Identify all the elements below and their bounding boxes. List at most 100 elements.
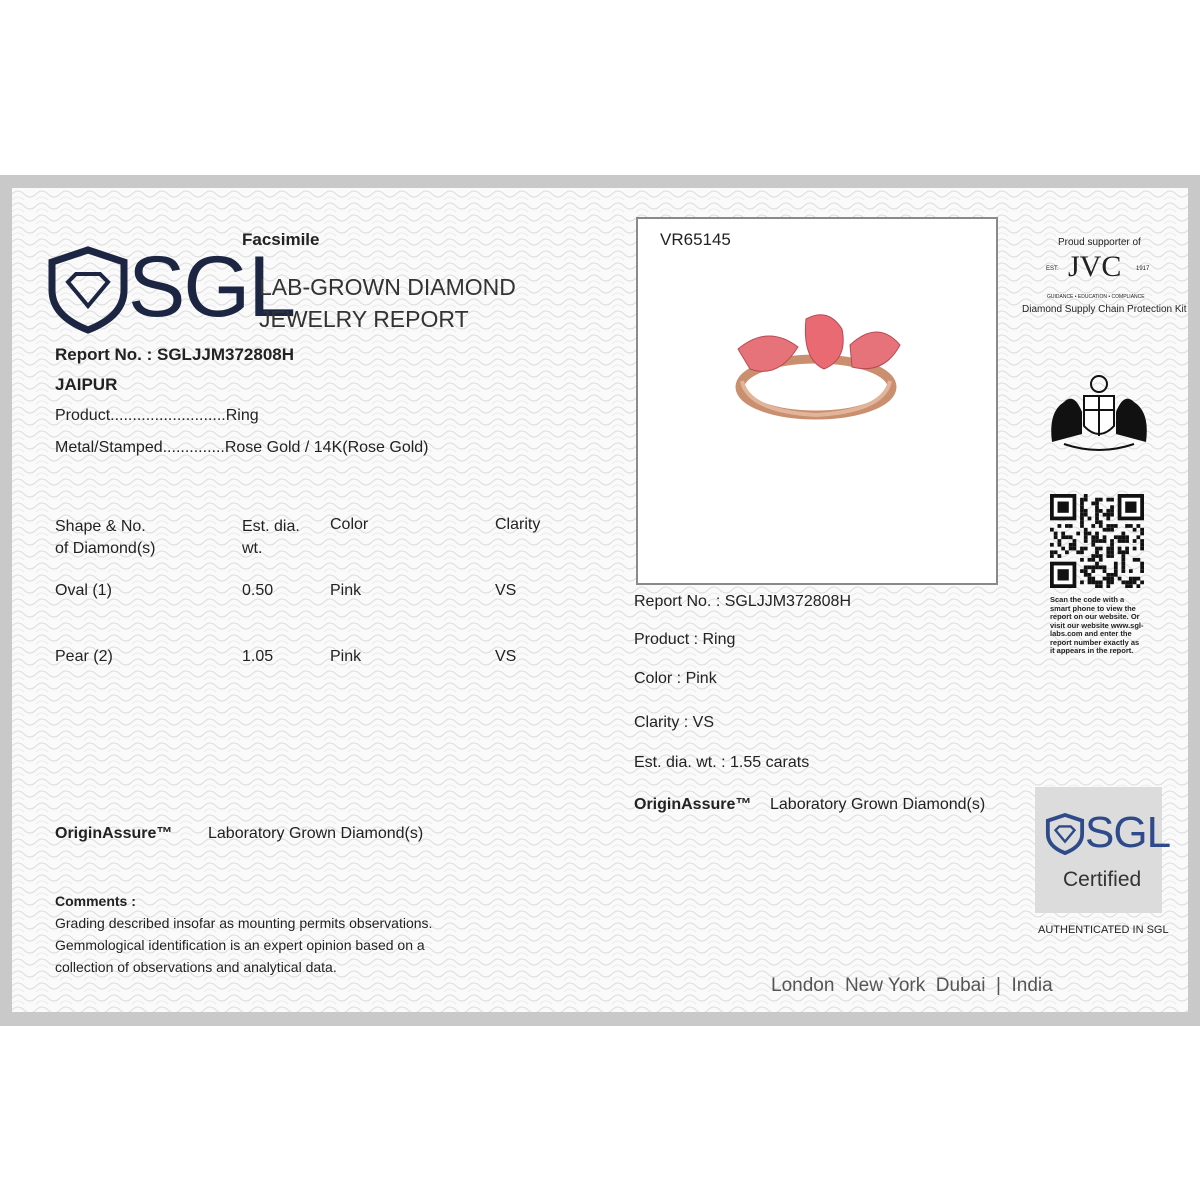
table-cell: Pink [330, 648, 362, 665]
qr-module [1140, 565, 1144, 570]
qr-module [1121, 569, 1126, 573]
qr-module [1087, 576, 1092, 581]
qr-module [1095, 550, 1099, 555]
qr-module [1102, 569, 1107, 573]
qr-module [1065, 535, 1069, 540]
qr-module [1080, 520, 1084, 525]
card-weight: Est. dia. wt. : 1.55 carats [634, 754, 810, 771]
qr-module [1083, 494, 1088, 498]
qr-module [1106, 576, 1111, 581]
qr-module [1080, 512, 1084, 517]
qr-module [1121, 550, 1126, 555]
qr-module [1087, 516, 1092, 521]
qr-module [1068, 542, 1073, 547]
header-line: wt. [242, 540, 263, 557]
qr-module [1095, 580, 1099, 585]
ring-photo [735, 314, 901, 420]
qr-module [1087, 557, 1092, 562]
qr-module [1110, 572, 1114, 577]
report-number: Report No. : SGLJJM372808H [55, 345, 295, 364]
qr-module [1110, 554, 1114, 558]
qr-module [1095, 516, 1099, 521]
qr-module [1065, 524, 1069, 528]
qr-module [1050, 554, 1054, 558]
qr-module [1083, 497, 1088, 502]
qr-module [1110, 509, 1114, 513]
qr-module [1095, 531, 1099, 536]
comments-title: Comments : [55, 893, 136, 909]
qr-module [1106, 554, 1111, 558]
qr-module [1110, 542, 1114, 547]
qr-module [1121, 535, 1126, 540]
table-header: Est. dia. wt. [242, 516, 300, 560]
qr-module [1083, 531, 1088, 536]
header-line: of Diamond(s) [55, 540, 156, 557]
jvc-logo: JVC [1068, 250, 1122, 283]
qr-module [1057, 542, 1062, 547]
jvc-supporter: Proud supporter of [1058, 237, 1141, 248]
qr-module [1110, 505, 1114, 510]
badge-shield [1045, 812, 1085, 856]
qr-module [1080, 505, 1084, 510]
qr-module [1102, 576, 1107, 581]
qr-module [1106, 546, 1111, 551]
qr-module [1125, 546, 1129, 551]
jvc-est: EST. [1046, 266, 1059, 272]
qr-module [1095, 497, 1099, 502]
city: JAIPUR [55, 375, 118, 394]
qr-module [1057, 524, 1062, 528]
qr-module [1125, 539, 1129, 543]
qr-module [1083, 565, 1088, 570]
metal: Metal/Stamped..............Rose Gold / 1… [55, 439, 429, 456]
qr-module [1125, 584, 1129, 588]
qr-module [1057, 569, 1069, 581]
qr-module [1080, 546, 1084, 551]
qr-module [1050, 550, 1054, 555]
card-origin-value: Laboratory Grown Diamond(s) [770, 796, 986, 813]
qr-module [1083, 535, 1088, 540]
brand-logo: SGL [128, 239, 296, 335]
qr-module [1106, 516, 1111, 521]
jvc-kit: Diamond Supply Chain Protection Kit [1022, 304, 1187, 315]
table-cell: Pear (2) [55, 648, 113, 665]
qr-module [1136, 576, 1141, 581]
qr-module [1080, 516, 1084, 521]
qr-module [1091, 542, 1096, 547]
qr-module [1068, 535, 1073, 540]
qr-module [1057, 554, 1062, 558]
qr-module [1087, 565, 1092, 570]
qr-module [1102, 539, 1107, 543]
table-cell: 0.50 [242, 582, 274, 599]
qr-module [1083, 546, 1088, 551]
qr-module [1102, 535, 1107, 540]
qr-module [1140, 539, 1144, 543]
qr-module [1053, 531, 1058, 536]
table-header: Clarity [495, 516, 541, 533]
jvc-year: 1917 [1136, 266, 1150, 272]
authenticated: AUTHENTICATED IN SGL [1038, 924, 1169, 936]
qr-module [1083, 512, 1088, 517]
qr-module [1091, 569, 1096, 573]
qr-module [1072, 539, 1077, 543]
qr-module [1132, 539, 1137, 543]
qr-module [1136, 557, 1141, 562]
qr-module [1080, 509, 1084, 513]
qr-module [1053, 550, 1058, 555]
header-line: Est. dia. [242, 518, 300, 535]
qr-module [1095, 554, 1099, 558]
qr-module [1106, 572, 1111, 577]
table-header: Shape & No. of Diamond(s) [55, 516, 155, 560]
qr-module [1050, 527, 1054, 532]
qr-module [1091, 501, 1096, 506]
qr-module [1091, 524, 1096, 528]
qr-module [1125, 501, 1137, 513]
origin-value: Laboratory Grown Diamond(s) [208, 825, 424, 842]
qr-module [1095, 584, 1099, 588]
qr-module [1072, 542, 1077, 547]
qr-module [1113, 561, 1118, 566]
qr-module [1083, 527, 1088, 532]
qr-module [1102, 527, 1107, 532]
qr-module [1125, 550, 1129, 555]
qr-module [1102, 565, 1107, 570]
comment-line: collection of observations and analytica… [55, 959, 337, 975]
